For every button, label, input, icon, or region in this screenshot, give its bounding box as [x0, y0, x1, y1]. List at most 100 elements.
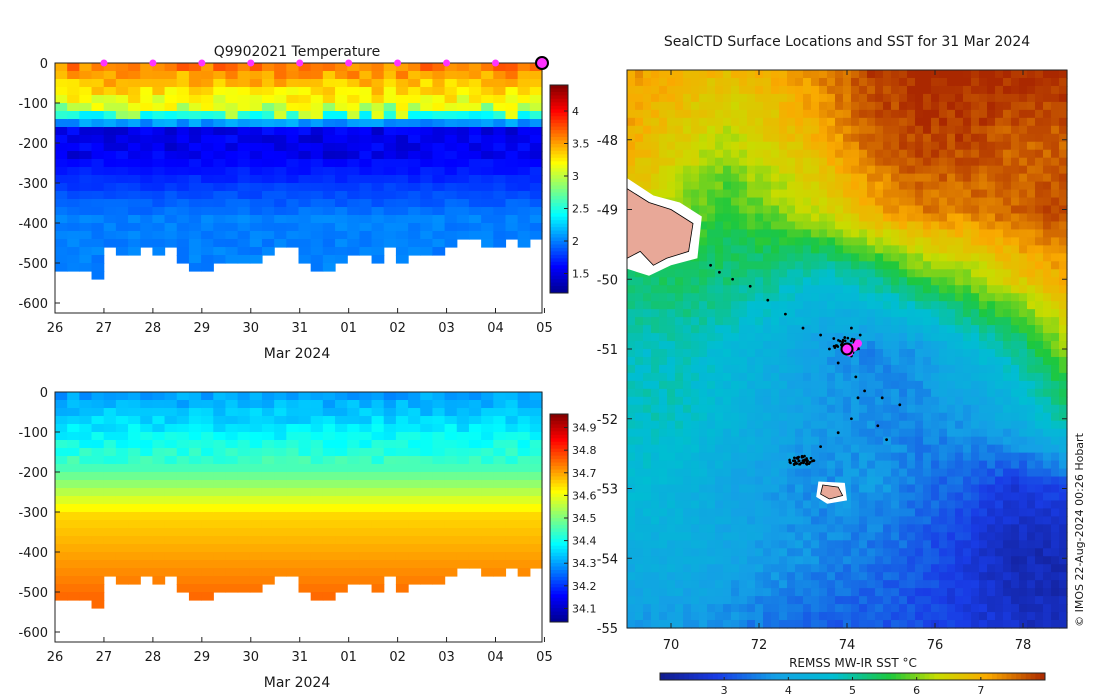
sst-cell — [1035, 285, 1044, 294]
sst-cell — [963, 109, 972, 119]
sst-cell — [987, 468, 996, 478]
section-cell — [529, 231, 543, 240]
section-cell — [286, 231, 300, 240]
surface-marker — [492, 59, 500, 67]
sst-cell — [923, 452, 932, 462]
sst-cell — [939, 189, 948, 199]
section-cell — [371, 95, 385, 104]
sst-cell — [979, 181, 988, 191]
sst-cell — [691, 109, 700, 119]
sst-cell — [947, 269, 956, 278]
section-cell — [481, 568, 494, 577]
sst-cell — [891, 109, 900, 119]
section-cell — [188, 231, 202, 240]
colorbar-segment — [550, 590, 568, 595]
sst-cell — [707, 70, 716, 79]
sst-cell — [635, 165, 644, 175]
section-cell — [347, 247, 360, 256]
sst-cell — [955, 428, 964, 438]
section-cell — [213, 488, 227, 497]
section-cell — [493, 135, 507, 144]
sst-cell — [803, 364, 812, 374]
section-cell — [237, 448, 251, 457]
sst-cell — [723, 388, 732, 398]
sst-cell — [1059, 372, 1068, 382]
colorbar-segment — [550, 102, 568, 107]
section-cell — [505, 504, 519, 513]
sst-cell — [771, 388, 780, 398]
section-cell — [408, 448, 421, 457]
sst-cell — [699, 117, 708, 127]
y-tick-label: -200 — [18, 137, 48, 152]
sst-cell — [819, 77, 828, 87]
sst-cell — [963, 325, 972, 334]
sst-cell — [835, 165, 844, 175]
sst-cell — [947, 70, 956, 79]
sst-cell — [659, 333, 668, 342]
sst-cell — [955, 221, 964, 231]
sst-cell — [763, 109, 772, 119]
x-tick-label: 05 — [536, 650, 553, 665]
section-cell — [444, 448, 458, 457]
sst-cell — [667, 412, 676, 422]
section-cell — [67, 167, 80, 176]
section-cell — [359, 183, 373, 192]
section-cell — [529, 143, 543, 152]
section-cell — [371, 215, 385, 224]
sst-cell — [971, 93, 980, 103]
sst-cell — [723, 285, 732, 294]
section-cell — [67, 87, 80, 96]
section-cell — [493, 151, 507, 160]
sst-cell — [939, 309, 948, 318]
sst-cell — [1019, 317, 1028, 326]
sst-cell — [915, 109, 924, 119]
sst-cell — [827, 117, 836, 127]
sst-cell — [667, 277, 676, 286]
section-cell — [347, 472, 360, 481]
sst-cell — [987, 245, 996, 254]
sst-cell — [963, 221, 972, 231]
sst-cell — [787, 269, 796, 278]
sst-cell — [731, 117, 740, 127]
section-cell — [347, 400, 360, 409]
section-cell — [213, 544, 227, 553]
section-cell — [152, 191, 166, 200]
sst-cell — [747, 404, 756, 414]
section-cell — [383, 183, 397, 192]
section-cell — [335, 95, 348, 104]
section-cell — [237, 255, 251, 264]
sst-cell — [843, 245, 852, 254]
section-cell — [310, 584, 324, 593]
section-cell — [347, 456, 360, 465]
sst-cell — [635, 293, 644, 302]
section-cell — [383, 191, 397, 200]
sst-cell — [659, 412, 668, 422]
section-cell — [529, 191, 543, 200]
sst-cell — [979, 165, 988, 175]
sst-cell — [1035, 333, 1044, 342]
sst-cell — [923, 165, 932, 175]
sst-cell — [627, 285, 636, 294]
sst-cell — [1059, 420, 1068, 430]
section-cell — [517, 408, 531, 417]
section-cell — [322, 464, 336, 473]
sst-cell — [667, 428, 676, 438]
section-cell — [359, 432, 373, 441]
section-cell — [261, 520, 275, 529]
section-cell — [347, 424, 360, 433]
section-cell — [529, 119, 543, 128]
sst-cell — [1019, 404, 1028, 414]
colorbar-segment — [550, 268, 568, 273]
section-cell — [261, 528, 275, 537]
sst-cell — [923, 205, 932, 215]
section-cell — [140, 448, 154, 457]
sst-cell — [891, 380, 900, 390]
section-cell — [188, 456, 202, 465]
section-cell — [359, 151, 373, 160]
sst-cell — [755, 173, 764, 183]
sst-cell — [763, 341, 772, 350]
section-cell — [468, 544, 482, 553]
sst-cell — [1043, 85, 1052, 95]
sst-cell — [795, 189, 804, 199]
section-cell — [432, 95, 446, 104]
